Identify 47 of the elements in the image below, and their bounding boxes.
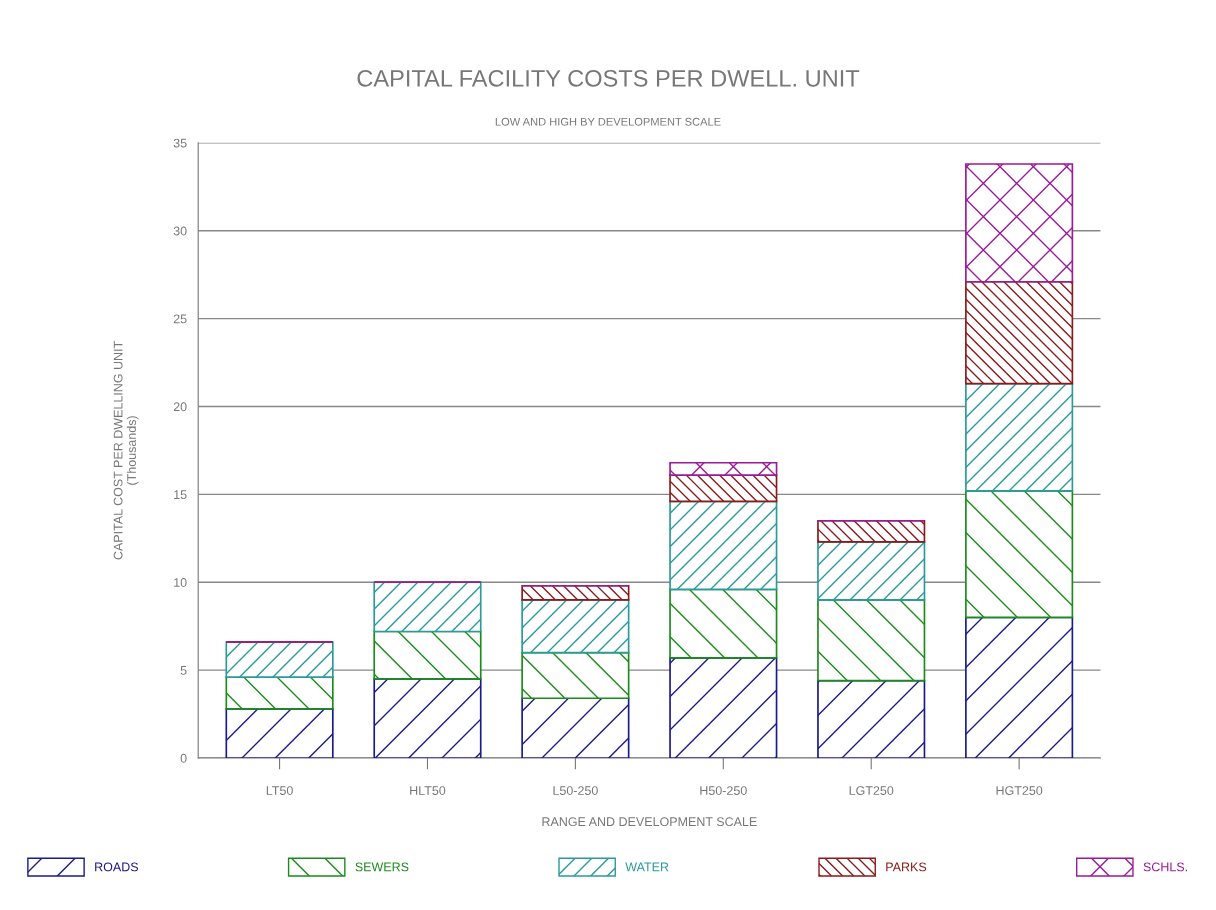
bar bbox=[965, 280, 1074, 385]
x-tick-label: HGT250 bbox=[996, 786, 1043, 795]
bar bbox=[669, 500, 778, 591]
bar bbox=[669, 657, 778, 759]
y-tick-label: 15 bbox=[174, 490, 187, 500]
y-tick-label: 5 bbox=[180, 666, 187, 675]
y-tick-label: 35 bbox=[173, 138, 187, 148]
x-tick-label: H50-250 bbox=[700, 786, 747, 795]
y-tick-label: 10 bbox=[174, 578, 187, 587]
bar bbox=[521, 697, 630, 759]
bar bbox=[373, 678, 482, 759]
chart-subtitle: LOW AND HIGH BY DEVELOPMENT SCALE bbox=[495, 117, 721, 126]
x-tick-label: LT50 bbox=[266, 786, 293, 795]
x-axis-title: RANGE AND DEVELOPMENT SCALE bbox=[542, 817, 757, 827]
bar bbox=[225, 676, 334, 710]
y-tick-label: 20 bbox=[173, 402, 187, 412]
bar bbox=[669, 474, 778, 503]
bar bbox=[817, 599, 926, 682]
legend-label: PARKS bbox=[886, 862, 927, 872]
bar bbox=[669, 588, 778, 659]
y-tick-label: 30 bbox=[173, 226, 187, 236]
bar bbox=[669, 461, 778, 476]
bar bbox=[373, 630, 482, 680]
bar bbox=[521, 584, 630, 601]
legend-label: SCHLS. bbox=[1143, 862, 1187, 872]
bar bbox=[225, 641, 334, 679]
legend-label: SEWERS bbox=[355, 862, 409, 872]
legend-label: WATER bbox=[625, 862, 669, 872]
bar bbox=[373, 581, 482, 633]
y-axis-title: CAPITAL COST PER DWELLING UNIT (Thousands) bbox=[113, 341, 139, 560]
x-tick-label: L50-250 bbox=[553, 786, 598, 795]
bar bbox=[965, 616, 1074, 759]
chart-title: CAPITAL FACILITY COSTS PER DWELL. UNIT bbox=[357, 69, 860, 87]
bar bbox=[521, 651, 630, 700]
bar bbox=[965, 163, 1074, 283]
bar bbox=[817, 679, 926, 759]
bar bbox=[225, 707, 334, 759]
bar bbox=[521, 599, 630, 654]
bar bbox=[817, 519, 926, 543]
bar bbox=[817, 541, 926, 601]
bar bbox=[965, 490, 1074, 619]
legend-label: ROADS bbox=[95, 862, 139, 872]
bar bbox=[965, 382, 1074, 492]
y-tick-label: 25 bbox=[173, 314, 187, 324]
x-tick-label: LGT250 bbox=[849, 786, 894, 795]
y-tick-label: 0 bbox=[180, 753, 187, 763]
x-tick-label: HLT50 bbox=[410, 786, 446, 795]
